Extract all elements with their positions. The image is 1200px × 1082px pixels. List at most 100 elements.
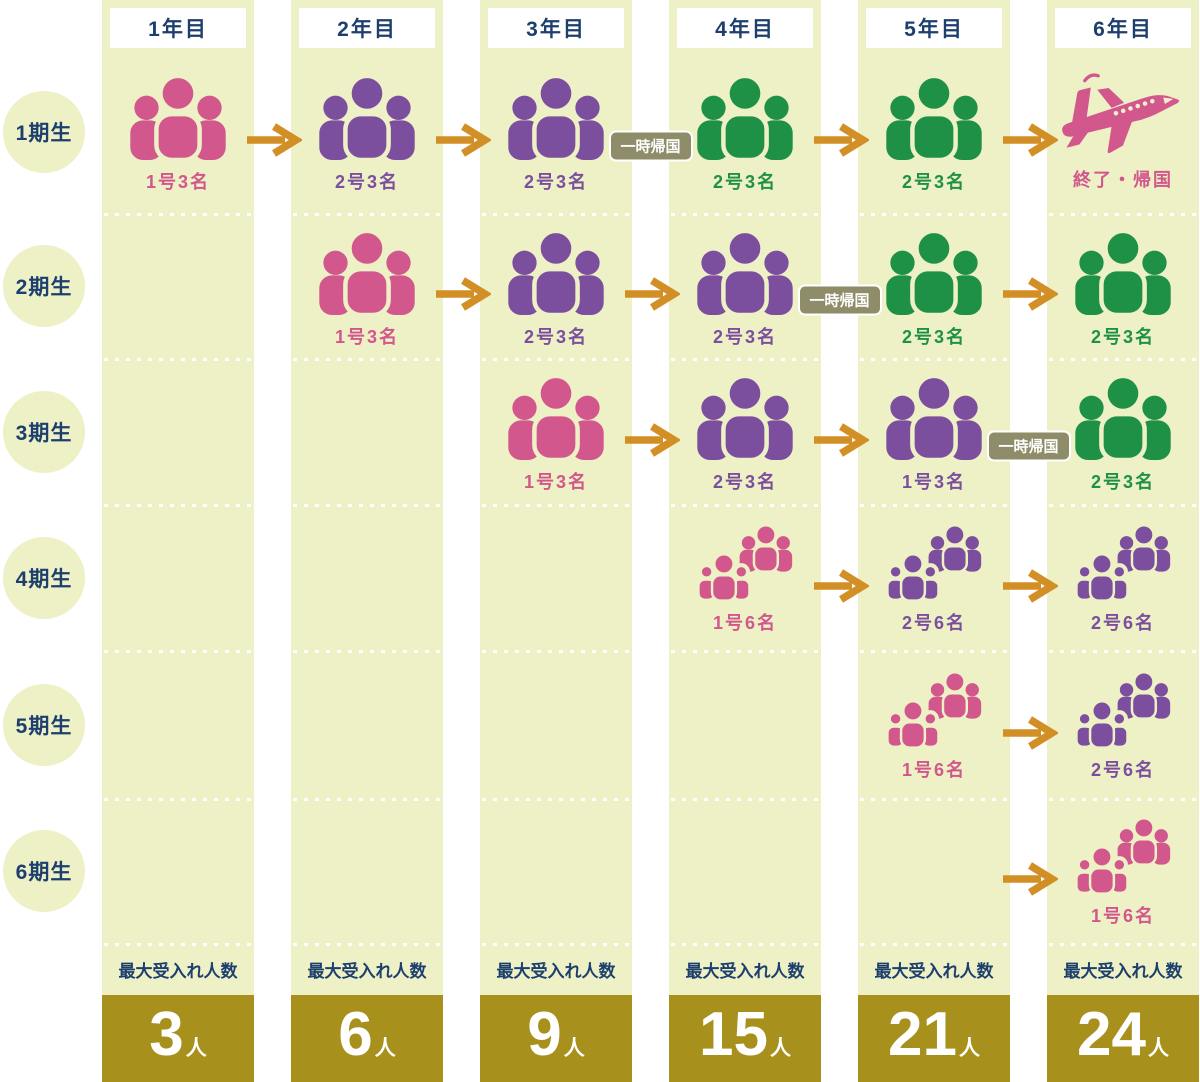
arrow-icon (1000, 715, 1058, 751)
cell-label: 2号3名 (1090, 472, 1156, 492)
cell-label: 2号3名 (523, 326, 589, 347)
cell-cohort1-year2: 2号3名 (291, 50, 443, 214)
people-group-3-icon (502, 370, 610, 460)
arrow-icon (1000, 861, 1058, 897)
row-divider (482, 650, 630, 653)
year-header-2: 2年目 (299, 8, 435, 48)
row-divider (671, 650, 819, 653)
max-capacity-label: 最大受入れ人数 (874, 962, 994, 981)
cell-label: 2号3名 (901, 326, 967, 347)
cell-label: 2号3名 (334, 172, 400, 192)
cell-cohort1-year5: 2号3名 (858, 50, 1010, 214)
people-group-3-icon (880, 225, 988, 315)
cell-cohort5-year6: 2号6名 (1047, 651, 1199, 799)
max-capacity-value: 6 (338, 1000, 373, 1069)
cell-label: 1号3名 (145, 172, 211, 192)
max-capacity-box: 21 人 (858, 995, 1010, 1082)
row-divider (671, 504, 819, 507)
max-capacity-unit: 人 (958, 1037, 980, 1060)
cell-cohort3-year5: 1号3名 (858, 359, 1010, 505)
cell-cohort4-year5: 2号6名 (858, 505, 1010, 651)
row-divider (860, 943, 1008, 946)
cell-cohort3-year4: 2号3名 (669, 359, 821, 505)
year-column-1: 1年目 最大受入れ人数 3 人 (102, 0, 254, 1082)
cell-label: 2号3名 (712, 472, 778, 492)
cell-label: 2号3名 (712, 326, 778, 347)
max-capacity-unit: 人 (1147, 1037, 1169, 1060)
arrow-icon (1000, 276, 1058, 312)
max-capacity-label: 最大受入れ人数 (1063, 962, 1183, 981)
people-group-3-icon (502, 225, 610, 315)
people-group-3-icon (880, 370, 988, 460)
cell-cohort1-year1: 1号3名 (102, 50, 254, 214)
arrow-icon (244, 122, 302, 158)
cell-cohort2-year5: 2号3名 (858, 214, 1010, 359)
row-divider (860, 504, 1008, 507)
cell-label: 1号6名 (1090, 906, 1156, 926)
cell-cohort4-year6: 2号6名 (1047, 505, 1199, 651)
people-group-3-icon (691, 70, 799, 160)
cohort-label-4: 4期生 (3, 537, 85, 619)
max-capacity-value: 21 (888, 1000, 957, 1069)
temporary-return-badge: 一時帰国 (608, 130, 693, 162)
temporary-return-badge: 一時帰国 (986, 430, 1071, 462)
max-capacity-box: 15 人 (669, 995, 821, 1082)
cell-cohort3-year3: 1号3名 (480, 359, 632, 505)
max-capacity-value: 24 (1077, 1000, 1146, 1069)
row-divider (860, 213, 1008, 216)
cell-label: 2号6名 (1090, 759, 1156, 780)
row-divider (104, 358, 252, 361)
year-column-3: 3年目 最大受入れ人数 9 人 (480, 0, 632, 1082)
row-divider (482, 798, 630, 801)
people-group-6-icon (694, 522, 796, 601)
people-group-3-icon (313, 225, 421, 315)
people-group-6-icon (1072, 669, 1174, 748)
row-divider (1049, 943, 1197, 946)
cell-cohort2-year4: 2号3名 (669, 214, 821, 359)
max-capacity-value: 3 (149, 1000, 184, 1069)
max-capacity-box: 9 人 (480, 995, 632, 1082)
row-divider (104, 943, 252, 946)
row-divider (1049, 798, 1197, 801)
cohort-label-5: 5期生 (3, 684, 85, 766)
people-group-3-icon (502, 70, 610, 160)
row-divider (482, 213, 630, 216)
arrow-icon (622, 422, 680, 458)
cell-cohort5-year5: 1号6名 (858, 651, 1010, 799)
cell-label: 1号6名 (901, 759, 967, 780)
year-header-3: 3年目 (488, 8, 624, 48)
cell-cohort2-year6: 2号3名 (1047, 214, 1199, 359)
row-divider (482, 943, 630, 946)
row-divider (1049, 504, 1197, 507)
people-group-6-icon (1072, 815, 1174, 894)
arrow-icon (1000, 568, 1058, 604)
row-divider (671, 358, 819, 361)
row-divider (104, 650, 252, 653)
row-divider (671, 798, 819, 801)
max-capacity-box: 3 人 (102, 995, 254, 1082)
max-capacity-unit: 人 (185, 1037, 207, 1060)
arrow-icon (811, 568, 869, 604)
cell-cohort2-year2: 1号3名 (291, 214, 443, 359)
cell-cohort1-year6: 終了・帰国 (1047, 50, 1199, 214)
arrow-icon (811, 122, 869, 158)
row-divider (482, 358, 630, 361)
people-group-3-icon (691, 370, 799, 460)
year-column-4: 4年目 最大受入れ人数 15 人 (669, 0, 821, 1082)
people-group-3-icon (124, 70, 232, 160)
row-divider (293, 358, 441, 361)
arrow-icon (1000, 122, 1058, 158)
cohort-label-2: 2期生 (3, 245, 85, 327)
max-capacity-box: 24 人 (1047, 995, 1199, 1082)
people-group-3-icon (1069, 370, 1177, 460)
cell-cohort1-year4: 2号3名 (669, 50, 821, 214)
airplane-icon (1055, 72, 1189, 158)
arrow-icon (622, 276, 680, 312)
cell-label: 2号3名 (523, 172, 589, 192)
cohort-label-3: 3期生 (3, 391, 85, 473)
max-capacity-label: 最大受入れ人数 (307, 962, 427, 981)
cell-cohort2-year3: 2号3名 (480, 214, 632, 359)
arrow-icon (811, 422, 869, 458)
temporary-return-badge: 一時帰国 (797, 284, 882, 316)
